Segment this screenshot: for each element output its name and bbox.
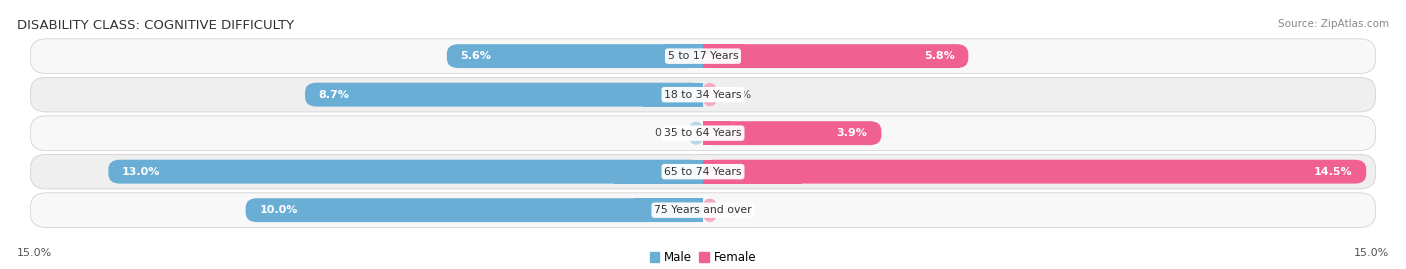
Text: 18 to 34 Years: 18 to 34 Years xyxy=(664,90,742,100)
Text: 15.0%: 15.0% xyxy=(17,248,52,258)
FancyBboxPatch shape xyxy=(703,160,1367,184)
FancyBboxPatch shape xyxy=(689,121,703,145)
Bar xyxy=(665,44,703,68)
Text: DISABILITY CLASS: COGNITIVE DIFFICULTY: DISABILITY CLASS: COGNITIVE DIFFICULTY xyxy=(17,19,294,32)
Text: 0.0%: 0.0% xyxy=(724,90,752,100)
Bar xyxy=(614,160,703,184)
FancyBboxPatch shape xyxy=(703,121,882,145)
FancyBboxPatch shape xyxy=(703,44,969,68)
Bar xyxy=(644,83,703,107)
Text: 75 Years and over: 75 Years and over xyxy=(654,205,752,215)
Text: 35 to 64 Years: 35 to 64 Years xyxy=(664,128,742,138)
Text: 5 to 17 Years: 5 to 17 Years xyxy=(668,51,738,61)
FancyBboxPatch shape xyxy=(31,154,1375,189)
FancyBboxPatch shape xyxy=(703,83,717,107)
Text: 5.6%: 5.6% xyxy=(461,51,492,61)
Text: 65 to 74 Years: 65 to 74 Years xyxy=(664,167,742,177)
FancyBboxPatch shape xyxy=(31,193,1375,228)
Text: 10.0%: 10.0% xyxy=(259,205,298,215)
Bar xyxy=(703,121,730,145)
Text: Source: ZipAtlas.com: Source: ZipAtlas.com xyxy=(1278,19,1389,29)
FancyBboxPatch shape xyxy=(305,83,703,107)
Bar xyxy=(703,44,742,68)
FancyBboxPatch shape xyxy=(703,198,717,222)
Text: 15.0%: 15.0% xyxy=(1354,248,1389,258)
FancyBboxPatch shape xyxy=(108,160,703,184)
Legend: Male, Female: Male, Female xyxy=(645,246,761,269)
Text: 0.0%: 0.0% xyxy=(654,128,682,138)
Bar xyxy=(634,198,703,222)
Text: 3.9%: 3.9% xyxy=(837,128,868,138)
Text: 0.0%: 0.0% xyxy=(724,205,752,215)
FancyBboxPatch shape xyxy=(31,116,1375,150)
FancyBboxPatch shape xyxy=(246,198,703,222)
Text: 14.5%: 14.5% xyxy=(1315,167,1353,177)
FancyBboxPatch shape xyxy=(31,77,1375,112)
Text: 13.0%: 13.0% xyxy=(122,167,160,177)
Text: 8.7%: 8.7% xyxy=(319,90,350,100)
Bar xyxy=(703,160,803,184)
FancyBboxPatch shape xyxy=(31,39,1375,73)
Text: 5.8%: 5.8% xyxy=(924,51,955,61)
FancyBboxPatch shape xyxy=(447,44,703,68)
